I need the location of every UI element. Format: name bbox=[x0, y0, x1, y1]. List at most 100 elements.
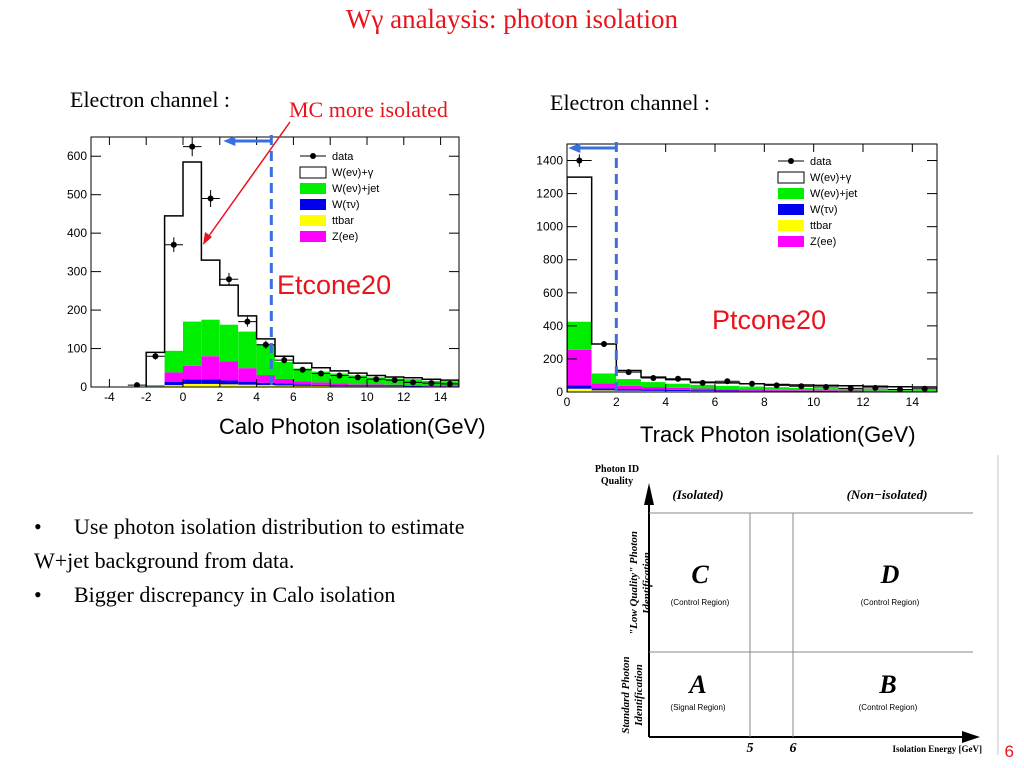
data-point bbox=[410, 379, 416, 386]
bar-wjet bbox=[641, 382, 666, 388]
data-point bbox=[724, 378, 731, 385]
bar-zee bbox=[367, 384, 386, 386]
legend-label: ttbar bbox=[332, 215, 354, 227]
diagram-y-arrow-icon bbox=[644, 483, 654, 505]
legend-data-dot bbox=[310, 153, 316, 159]
data-point bbox=[601, 341, 607, 348]
bar-wjet bbox=[311, 371, 331, 383]
bar-wgamma bbox=[164, 215, 183, 387]
bar-wjet bbox=[690, 384, 715, 389]
bar-wjet bbox=[183, 321, 202, 366]
bar-wgamma bbox=[146, 352, 165, 387]
ptcone20-label: Ptcone20 bbox=[712, 305, 827, 335]
data-point bbox=[650, 374, 657, 381]
legend-data-dot bbox=[788, 158, 794, 164]
bar-wtau bbox=[311, 384, 331, 386]
bar-ttbar bbox=[641, 390, 666, 392]
bar-ttbar bbox=[256, 385, 275, 387]
legend-label: data bbox=[332, 151, 354, 163]
plot-area bbox=[567, 154, 937, 392]
legend-swatch bbox=[778, 236, 804, 247]
x-tick-label: 14 bbox=[906, 395, 920, 409]
bar-zee bbox=[201, 356, 220, 380]
bar-ttbar bbox=[311, 385, 331, 387]
etcone20-label: Etcone20 bbox=[277, 270, 392, 300]
bar-wjet bbox=[275, 362, 294, 379]
bar-wtau bbox=[690, 390, 715, 392]
x-tick-label: 4 bbox=[253, 390, 260, 404]
region-c-desc: (Control Region) bbox=[671, 598, 730, 607]
data-point bbox=[446, 380, 453, 387]
total-mc-outline bbox=[145, 161, 459, 387]
standard-row-label-line1: Standard Photon bbox=[620, 656, 632, 733]
bullet-text-2: Bigger discrepancy in Calo isolation bbox=[74, 582, 396, 607]
bar-wtau bbox=[293, 384, 312, 386]
x-tick-label: 0 bbox=[180, 390, 187, 404]
y-tick-label: 0 bbox=[80, 380, 87, 394]
region-d-desc: (Control Region) bbox=[861, 598, 920, 607]
bar-zee bbox=[256, 375, 275, 383]
y-tick-label: 1200 bbox=[536, 187, 563, 201]
bar-ttbar bbox=[567, 388, 592, 392]
bar-zee bbox=[348, 384, 367, 386]
left-x-axis-title: Calo Photon isolation(GeV) bbox=[219, 414, 486, 439]
bar-wtau bbox=[201, 379, 220, 384]
x-tick-label: -4 bbox=[104, 390, 115, 404]
data-point bbox=[318, 370, 324, 377]
bar-zee bbox=[330, 383, 349, 386]
bar-zee bbox=[641, 387, 666, 390]
legend-label: ttbar bbox=[810, 220, 832, 232]
bar-wtau bbox=[219, 380, 239, 385]
bar-wjet bbox=[219, 324, 239, 362]
x-tick-label: 4 bbox=[662, 395, 669, 409]
x-value-5: 5 bbox=[747, 741, 754, 756]
bullet-text-1b: W+jet background from data. bbox=[34, 548, 295, 573]
standard-row-label: Standard PhotonIdentification bbox=[620, 656, 645, 733]
bar-wtau bbox=[348, 385, 367, 387]
diagram-x-title: Isolation Energy [GeV] bbox=[893, 744, 983, 754]
legend-swatch bbox=[778, 204, 804, 215]
bar-wjet bbox=[330, 373, 349, 384]
x-tick-label: 0 bbox=[564, 395, 571, 409]
data-point bbox=[244, 318, 251, 325]
bar-wtau bbox=[275, 383, 294, 386]
bar-zee bbox=[616, 385, 641, 390]
x-tick-label: 10 bbox=[360, 390, 374, 404]
bar-wtau bbox=[403, 385, 423, 387]
abcd-method-diagram: Photon ID Quality (Isolated) (Non−isolate… bbox=[595, 455, 999, 756]
cut-arrow-icon bbox=[568, 143, 581, 153]
data-point bbox=[749, 380, 755, 387]
bar-wtau bbox=[616, 389, 641, 391]
bar-wjet bbox=[715, 385, 740, 390]
legend-swatch bbox=[777, 171, 805, 184]
y-tick-label: 600 bbox=[543, 286, 563, 300]
bar-wtau bbox=[256, 382, 275, 386]
data-point bbox=[428, 380, 435, 387]
legend-swatch bbox=[300, 215, 326, 226]
bar-ttbar bbox=[164, 385, 183, 387]
y-tick-label: 400 bbox=[67, 226, 87, 240]
legend-label: W(eν)+jet bbox=[332, 183, 379, 195]
bar-wtau bbox=[367, 385, 386, 387]
data-point bbox=[134, 382, 140, 387]
y-tick-label: 100 bbox=[67, 342, 87, 356]
bar-ttbar bbox=[183, 383, 202, 387]
legend-swatch bbox=[778, 220, 804, 231]
data-point bbox=[576, 157, 583, 164]
bar-ttbar bbox=[616, 390, 641, 392]
bar-zee bbox=[385, 384, 404, 386]
plot-frame bbox=[90, 136, 460, 388]
bar-wjet bbox=[567, 321, 592, 350]
legend-label: W(τν) bbox=[810, 204, 838, 216]
bullet-dot-icon: • bbox=[34, 514, 42, 539]
legend-swatch bbox=[300, 231, 326, 242]
right-x-axis-title: Track Photon isolation(GeV) bbox=[640, 422, 916, 447]
y-tick-label: 200 bbox=[67, 303, 87, 317]
bar-zee bbox=[238, 368, 257, 382]
bar-wtau bbox=[183, 379, 202, 384]
bar-wtau bbox=[739, 390, 765, 392]
bar-wjet bbox=[616, 379, 641, 386]
bar-zee bbox=[690, 388, 715, 391]
mc-more-isolated-note: MC more isolated bbox=[289, 97, 448, 122]
x-tick-label: 6 bbox=[712, 395, 719, 409]
